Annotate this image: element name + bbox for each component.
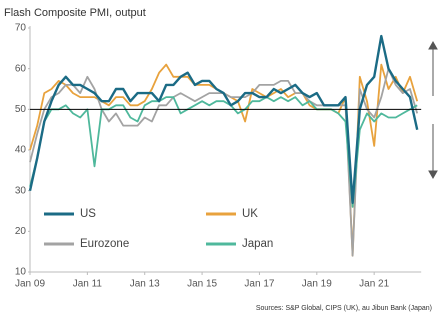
x-tick-label: Jan 19 [302,279,332,290]
source-note: Sources: S&P Global, CIPS (UK), au Jibun… [256,305,432,312]
y-tick-label: 30 [15,185,27,196]
y-tick-label: 40 [15,145,27,156]
x-tick-label: Jan 13 [130,279,160,290]
legend-bg [202,235,342,253]
legend-label: US [80,208,96,220]
series-line [28,34,419,205]
range-arrows [428,40,438,180]
series-line [29,96,418,208]
chart-title: Flash Composite PMI, output [4,7,146,19]
y-tick-label: 20 [15,226,27,237]
y-tick-label: 70 [15,23,27,34]
x-tick-label: Jan 21 [359,279,389,290]
x-tick-label: Jan 11 [73,279,103,290]
legend-label: UK [242,208,258,220]
legend-bg [40,205,180,223]
legend-bg [40,235,180,253]
x-tick-label: Jan 09 [15,279,45,290]
legend-label: Japan [242,238,273,250]
legend-bg [202,205,342,223]
x-tick-label: Jan 15 [187,279,217,290]
y-tick-label: 60 [15,63,27,74]
y-tick-label: 10 [15,267,27,278]
x-tick-label: Jan 17 [244,279,274,290]
y-tick-label: 50 [15,104,27,115]
legend-label: Eurozone [80,238,129,250]
